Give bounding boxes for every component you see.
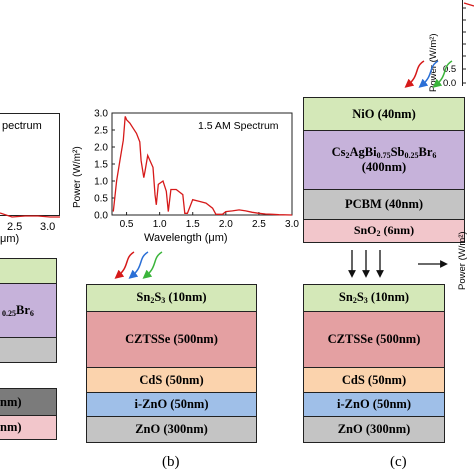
panel-c-top-chart-ticks — [462, 2, 474, 84]
panel-b-light-arrows — [114, 251, 163, 279]
blue-light-arrow — [418, 60, 439, 88]
panel-a-layer-5: nm) — [0, 415, 57, 440]
red-light-arrow — [404, 60, 425, 88]
perovskite-thickness: (400nm) — [361, 160, 407, 175]
y-tick-label: 0.5 — [94, 194, 108, 205]
x-tick-label: 1.5 — [186, 219, 200, 230]
y-ticks: 3.0 2.5 2.0 1.5 1.0 0.5 0.0 — [94, 109, 115, 222]
green-light-arrow — [432, 60, 453, 88]
panel-a-xtick-3.0: 3.0 — [40, 221, 56, 233]
x-tick-label: 2.5 — [252, 219, 266, 230]
panel-a-layer-2: 0.25Br6 — [0, 283, 57, 338]
panel-b-layer-sn2s3: Sn2S3 (10nm) — [86, 284, 257, 312]
spectrum-title: 1.5 AM Spectrum — [198, 120, 279, 132]
panel-a-xtick-2.5: 2.5 — [7, 221, 23, 233]
y-tick-label: 1.5 — [94, 160, 108, 171]
panel-c-layer-perovskite: Cs2AgBi0.75Sb0.25Br6 (400nm) — [303, 130, 465, 190]
panel-b-spectrum-chart: 3.02.52.01.51.00.50.0 0.5 1.0 1.5 2.0 2.5 3.0… — [72, 109, 299, 245]
x-axis-label: Wavelength (μm) — [144, 232, 228, 244]
panel-b-layer-cztsse: CZTSSe (500nm) — [86, 311, 257, 368]
red-light-arrow — [114, 251, 135, 279]
panel-a-layer-4: nm) — [0, 388, 57, 416]
panel-c-layer-nio: NiO (40nm) — [303, 97, 465, 131]
panel-c-layer-zno: ZnO (300nm) — [303, 416, 445, 443]
panel-a-layer-1 — [0, 258, 57, 284]
panel-c-transmitted-arrows — [348, 250, 448, 278]
spectrum-line — [112, 116, 293, 216]
x-tick-label: 3.0 — [285, 219, 299, 230]
panel-c-layer-sno2: SnO2 (6nm) — [303, 219, 465, 243]
x-tick-label: 0.5 — [120, 219, 134, 230]
x-ticks: 0.5 1.0 1.5 2.0 2.5 3.0 — [120, 212, 299, 230]
x-tick-label: 2.0 — [219, 219, 233, 230]
panel-a-layer-5-text: nm) — [0, 420, 22, 435]
panel-a-layer-2-text: 0.25Br6 — [2, 302, 34, 318]
y-tick-label: 2.5 — [94, 126, 108, 137]
panel-a-spectrum-tail — [0, 212, 60, 218]
panel-c-layer-sn2s3: Sn2S3 (10nm) — [303, 284, 445, 312]
panel-a-spectrum-title: pectrum — [2, 120, 42, 132]
green-light-arrow — [142, 251, 163, 279]
x-tick-label: 1.0 — [153, 219, 167, 230]
panel-c-layer-izno: i-ZnO (50nm) — [303, 392, 445, 417]
panel-c-layer-pcbm: PCBM (40nm) — [303, 189, 465, 220]
panel-c-caption: (c) — [390, 454, 407, 470]
panel-b-layer-zno: ZnO (300nm) — [86, 416, 257, 443]
y-tick-label: 0.0 — [94, 211, 108, 222]
panel-b-layer-cds: CdS (50nm) — [86, 367, 257, 393]
panel-c-layer-cztsse: CZTSSe (500nm) — [303, 311, 445, 368]
panel-c-top-ytick-1: 0.5 — [443, 64, 457, 75]
panel-c-light-arrows — [404, 60, 453, 88]
blue-light-arrow — [128, 251, 149, 279]
panel-b-layer-izno: i-ZnO (50nm) — [86, 392, 257, 417]
perovskite-formula: Cs2AgBi0.75Sb0.25Br6 — [331, 145, 437, 161]
y-tick-label: 3.0 — [94, 109, 108, 120]
panel-a-layer-3 — [0, 337, 57, 363]
panel-c-layer-cds: CdS (50nm) — [303, 367, 445, 393]
panel-c-top-chart-axis — [462, 0, 474, 86]
panel-a-xlabel: μm) — [0, 233, 20, 245]
y-tick-label: 1.0 — [94, 177, 108, 188]
panel-a-layer-4-text: nm) — [0, 394, 22, 409]
y-tick-label: 2.0 — [94, 143, 108, 154]
panel-c-side-y-label: Power (W/m²) — [457, 231, 468, 290]
panel-c-top-ytick-0: 0.0 — [443, 78, 457, 89]
panel-b-caption: (b) — [162, 454, 180, 470]
y-axis-label: Power (W/m²) — [72, 146, 83, 208]
